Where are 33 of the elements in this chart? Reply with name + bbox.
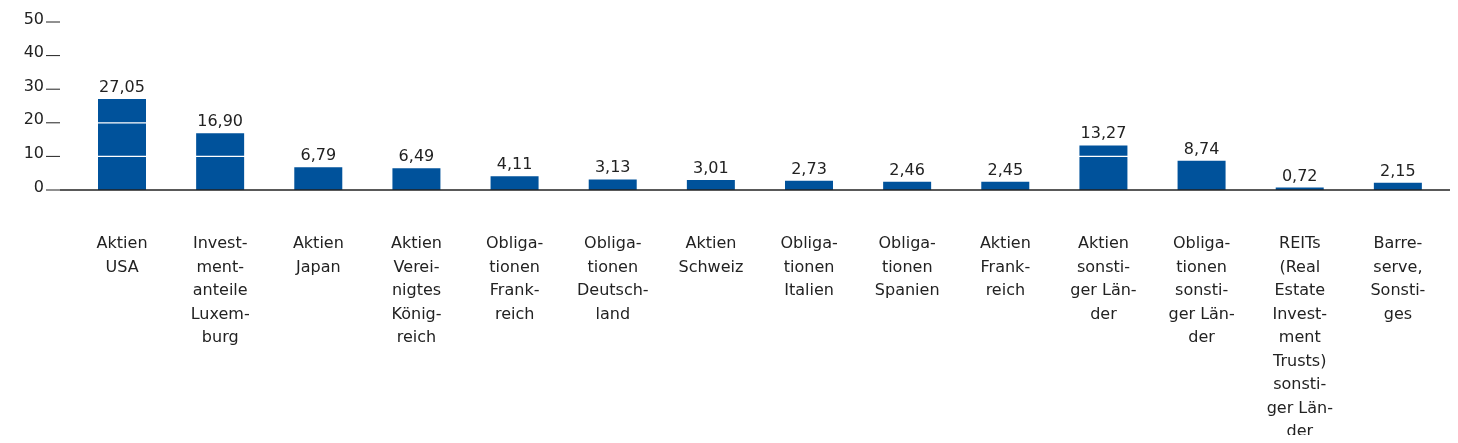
x-tick-label: Obliga- tionen Italien [780,233,838,299]
data-label: 16,90 [197,111,244,131]
data-label: 27,05 [99,77,145,97]
data-label: 2,46 [889,159,925,179]
x-tick-label: Aktien sonsti- ger Län- der [1070,233,1137,323]
data-label: 6,49 [398,146,435,166]
data-label: 3,01 [693,157,729,177]
x-tick-label: Aktien Frank- reich [979,233,1031,299]
x-tick-label: Obliga- tionen Deutsch- land [576,233,649,323]
data-label: 3,13 [594,157,631,177]
data-label: 2,15 [1380,160,1416,180]
y-tick-label: 20 [23,109,44,129]
data-label: 13,27 [1080,123,1127,143]
x-tick-label: Aktien USA [96,233,148,276]
x-tick-label: Aktien Verei- nigtes König- reich [391,233,442,346]
x-tick-label: Obliga- tionen Frank- reich [485,233,544,323]
data-label: 6,79 [300,145,337,165]
x-tick-label: Obliga- tionen sonsti- ger Län- der [1168,233,1235,346]
y-tick-label: 0 [33,176,44,196]
y-tick-label: 40 [23,42,44,62]
y-tick-label: 10 [23,143,44,163]
y-tick-label: 30 [23,75,44,95]
x-tick-label: Aktien Japan [292,233,344,276]
data-label: 4,11 [496,154,533,174]
data-label: 2,45 [987,159,1024,179]
data-label: 2,73 [791,158,827,178]
x-tick-label: Invest- ment- anteile Luxem- burg [190,233,250,346]
x-tick-label: Obliga- tionen Spanien [874,233,940,299]
x-tick-label: Aktien Schweiz [678,233,744,276]
data-label: 8,74 [1183,138,1220,158]
data-label: 0,72 [1281,165,1318,185]
x-tick-label: Barre- serve, Sonsti- ges [1370,233,1426,323]
y-tick-label: 50 [23,8,44,28]
